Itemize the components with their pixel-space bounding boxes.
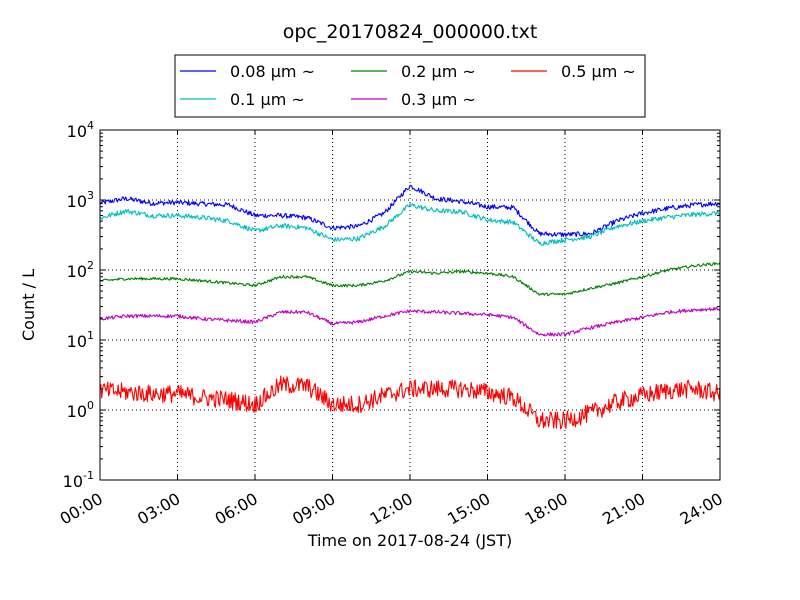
y-tick-exponent: 0 (87, 399, 94, 412)
y-tick-exponent: 1 (87, 329, 94, 342)
legend-label: 0.1 μm ~ (230, 90, 305, 109)
y-tick-label: 10-1 (63, 469, 94, 491)
series-line-0-5-m (99, 375, 721, 430)
y-tick-label: 104 (67, 119, 94, 141)
y-tick-label: 100 (67, 399, 94, 421)
y-tick-label: 102 (67, 259, 94, 281)
y-tick-base: 10 (67, 192, 87, 211)
y-axis-label: Count / L (19, 269, 38, 341)
y-tick-base: 10 (63, 472, 83, 491)
grid (100, 130, 720, 480)
legend-label: 0.3 μm ~ (401, 90, 476, 109)
y-tick-base: 10 (67, 262, 87, 281)
y-tick-base: 10 (67, 122, 87, 141)
y-tick-exponent: 3 (87, 189, 94, 202)
x-axis-label: Time on 2017-08-24 (JST) (307, 531, 512, 550)
y-tick-exponent: 4 (87, 119, 94, 132)
tick-marks (99, 129, 721, 481)
series-line-0-08-m (99, 184, 721, 238)
series-line-0-1-m (99, 203, 721, 246)
y-tick-exponent: -1 (83, 469, 94, 482)
y-tick-label: 103 (67, 189, 94, 211)
y-tick-base: 10 (67, 332, 87, 351)
plot-area (99, 129, 721, 481)
series-line-0-2-m (99, 261, 721, 297)
legend-label: 0.08 μm ~ (230, 62, 315, 81)
legend: 0.08 μm ~ 0.1 μm ~ 0.2 μm ~ 0.3 μm ~ 0.5 μm … (174, 54, 646, 118)
y-tick-base: 10 (67, 402, 87, 421)
plot-background (100, 130, 720, 480)
chart-title: opc_20170824_000000.txt (283, 21, 538, 43)
legend-box (174, 54, 646, 118)
y-tick-label: 101 (67, 329, 94, 351)
series-line-0-3-m (99, 306, 721, 337)
legend-label: 0.5 μm ~ (561, 62, 636, 81)
legend-label: 0.2 μm ~ (401, 62, 476, 81)
series-layer (99, 184, 721, 430)
y-tick-exponent: 2 (87, 259, 94, 272)
